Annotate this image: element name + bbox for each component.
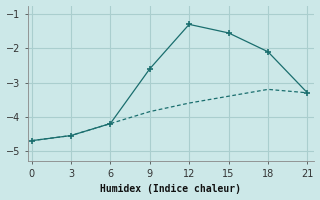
X-axis label: Humidex (Indice chaleur): Humidex (Indice chaleur) [100,184,241,194]
